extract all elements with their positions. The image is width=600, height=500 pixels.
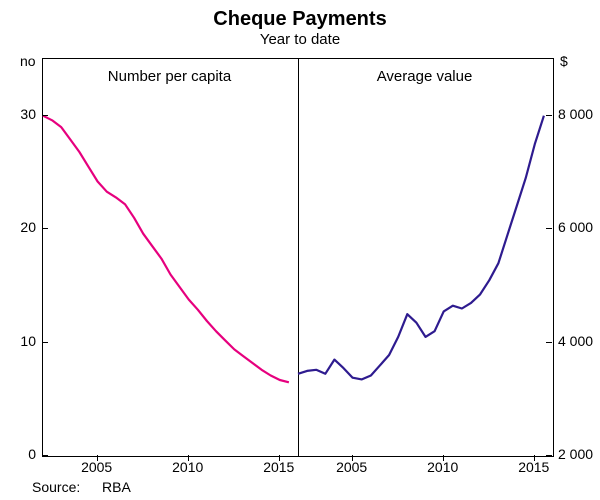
tick-mark: [546, 115, 552, 116]
tick-label: 2 000: [558, 446, 593, 462]
plot-area: [42, 58, 554, 457]
series-line: [298, 116, 544, 380]
tick-label: 0: [28, 446, 36, 462]
series-line: [43, 116, 289, 383]
tick-mark: [546, 455, 552, 456]
tick-label: 6 000: [558, 219, 593, 235]
tick-label: 20: [20, 219, 36, 235]
right-y-axis-unit: $: [560, 53, 568, 69]
chart-title: Cheque Payments: [0, 0, 600, 31]
tick-mark: [546, 342, 552, 343]
tick-mark: [352, 455, 353, 461]
tick-label: 30: [20, 106, 36, 122]
source-label: Source:: [32, 479, 80, 495]
tick-label: 4 000: [558, 333, 593, 349]
tick-label: 2015: [263, 459, 294, 475]
tick-label: 2005: [81, 459, 112, 475]
chart-lines-svg: [43, 59, 553, 456]
chart-subtitle: Year to date: [0, 31, 600, 50]
tick-label: 2010: [172, 459, 203, 475]
source-value: RBA: [102, 479, 131, 495]
left-y-axis-unit: no: [20, 53, 36, 69]
tick-mark: [279, 455, 280, 461]
tick-mark: [42, 342, 48, 343]
left-panel-header: Number per capita: [42, 68, 297, 85]
chart-container: Cheque Payments Year to date no $ Number…: [0, 0, 600, 500]
tick-mark: [534, 455, 535, 461]
tick-mark: [443, 455, 444, 461]
tick-label: 2015: [518, 459, 549, 475]
tick-label: 2005: [336, 459, 367, 475]
tick-mark: [42, 228, 48, 229]
tick-mark: [188, 455, 189, 461]
source-line: Source: RBA: [32, 479, 131, 495]
tick-mark: [97, 455, 98, 461]
tick-mark: [42, 455, 48, 456]
tick-label: 8 000: [558, 106, 593, 122]
tick-mark: [42, 115, 48, 116]
tick-mark: [546, 228, 552, 229]
tick-label: 10: [20, 333, 36, 349]
right-panel-header: Average value: [297, 68, 552, 85]
tick-label: 2010: [427, 459, 458, 475]
